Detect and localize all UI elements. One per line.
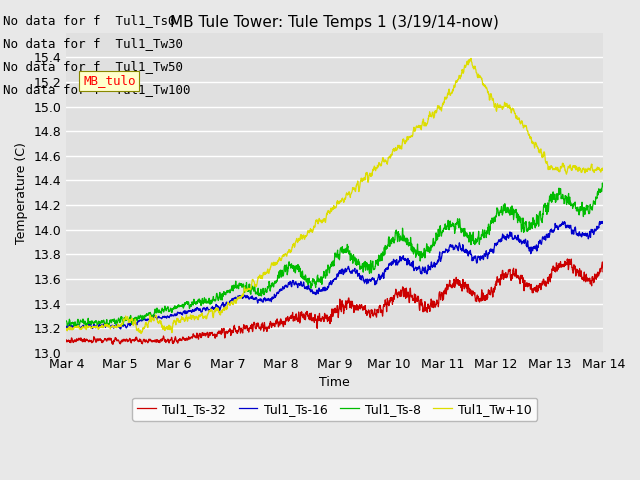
Tul1_Ts-16 <box>104 323 111 328</box>
Tul1_Ts-32 <box>136 337 144 343</box>
Tul1_Ts-16 <box>307 288 314 293</box>
Text: No data for f  Tul1_Tw100: No data for f Tul1_Tw100 <box>3 84 191 96</box>
Tul1_Ts-8 <box>77 319 85 324</box>
Line: Tul1_Ts-32: Tul1_Ts-32 <box>67 259 604 344</box>
Tul1_Ts-16 <box>77 324 85 330</box>
Tul1_Ts-8 <box>598 180 606 186</box>
Text: No data for f  Tul1_Tw50: No data for f Tul1_Tw50 <box>3 60 183 73</box>
Text: No data for f  Tul1_Ts0: No data for f Tul1_Ts0 <box>3 14 176 27</box>
X-axis label: Time: Time <box>319 376 350 389</box>
Text: MB_tulo: MB_tulo <box>83 74 136 87</box>
Tul1_Ts-16 <box>518 240 525 246</box>
Tul1_Tw+10 <box>600 165 607 171</box>
Tul1_Ts-8 <box>104 322 112 328</box>
Tul1_Tw+10 <box>518 118 525 124</box>
Text: No data for f  Tul1_Tw30: No data for f Tul1_Tw30 <box>3 37 183 50</box>
Tul1_Ts-8 <box>73 324 81 330</box>
Line: Tul1_Tw+10: Tul1_Tw+10 <box>67 59 604 334</box>
Tul1_Tw+10 <box>467 56 475 61</box>
Tul1_Ts-16 <box>122 323 129 329</box>
Tul1_Tw+10 <box>63 325 70 331</box>
Tul1_Ts-32 <box>600 269 607 275</box>
Tul1_Ts-32 <box>77 336 85 342</box>
Tul1_Tw+10 <box>307 226 314 232</box>
Line: Tul1_Ts-16: Tul1_Ts-16 <box>67 221 604 329</box>
Tul1_Tw+10 <box>104 322 111 328</box>
Tul1_Ts-32 <box>307 316 314 322</box>
Tul1_Ts-8 <box>122 317 129 323</box>
Tul1_Tw+10 <box>77 325 85 331</box>
Tul1_Ts-32 <box>109 341 116 347</box>
Legend: Tul1_Ts-32, Tul1_Ts-16, Tul1_Ts-8, Tul1_Tw+10: Tul1_Ts-32, Tul1_Ts-16, Tul1_Ts-8, Tul1_… <box>132 398 537 420</box>
Tul1_Ts-32 <box>63 337 70 343</box>
Tul1_Ts-16 <box>600 219 607 225</box>
Tul1_Ts-32 <box>568 256 575 262</box>
Tul1_Ts-32 <box>104 336 111 341</box>
Tul1_Ts-16 <box>598 218 606 224</box>
Tul1_Ts-8 <box>600 182 607 188</box>
Tul1_Ts-16 <box>136 317 144 323</box>
Tul1_Tw+10 <box>122 315 129 321</box>
Tul1_Tw+10 <box>137 331 145 336</box>
Tul1_Ts-8 <box>63 318 70 324</box>
Line: Tul1_Ts-8: Tul1_Ts-8 <box>67 183 604 327</box>
Y-axis label: Temperature (C): Temperature (C) <box>15 142 28 244</box>
Tul1_Ts-16 <box>63 324 70 329</box>
Tul1_Ts-8 <box>136 312 144 318</box>
Tul1_Ts-16 <box>116 326 124 332</box>
Tul1_Ts-32 <box>518 274 525 280</box>
Tul1_Ts-8 <box>307 279 314 285</box>
Tul1_Tw+10 <box>136 327 144 333</box>
Title: MB Tule Tower: Tule Temps 1 (3/19/14-now): MB Tule Tower: Tule Temps 1 (3/19/14-now… <box>170 15 499 30</box>
Tul1_Ts-8 <box>518 229 525 235</box>
Tul1_Ts-32 <box>122 338 129 344</box>
